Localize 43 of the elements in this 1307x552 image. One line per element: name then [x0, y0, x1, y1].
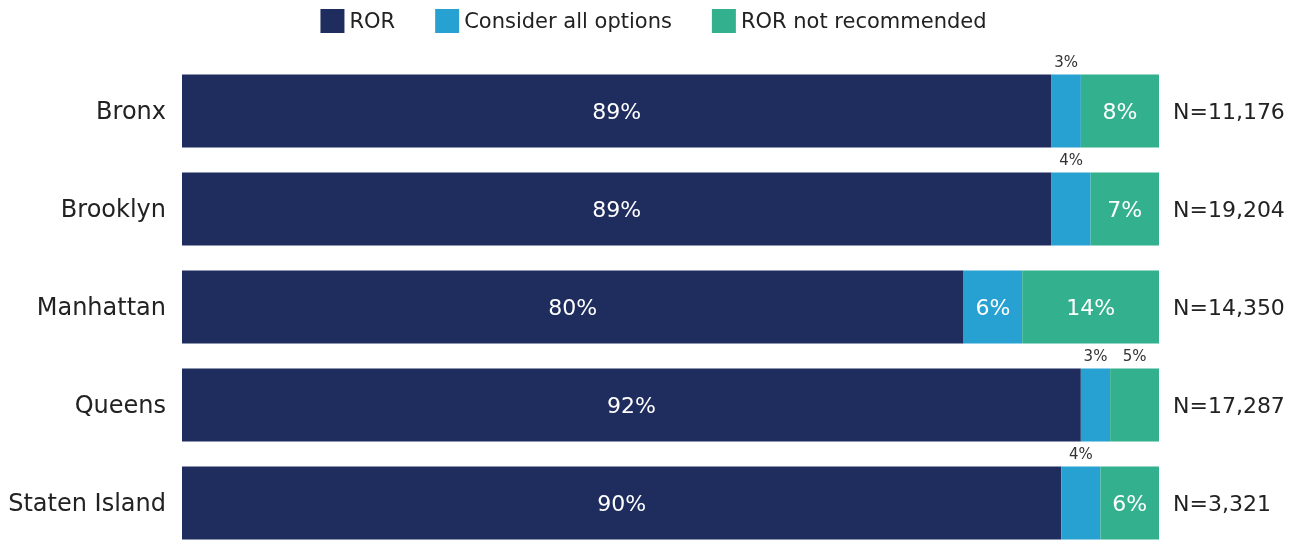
bar [963, 270, 1023, 344]
legend-label: Consider all options [464, 9, 672, 33]
bar [1080, 368, 1111, 442]
legend-label: ROR not recommended [740, 9, 987, 33]
text: N=14,350 [1173, 294, 1285, 320]
data-label: 4% [1068, 445, 1093, 463]
legend-label: ROR [349, 9, 396, 33]
bar [182, 466, 1062, 540]
bar [1080, 74, 1159, 148]
data-label: 6% [975, 294, 1011, 320]
text: N=11,176 [1173, 98, 1285, 124]
bar [1051, 172, 1091, 246]
text: N=19,204 [1173, 196, 1285, 222]
y-tick-label: Brooklyn [60, 195, 166, 223]
y-tick-label: Manhattan [36, 293, 166, 321]
y-tick-label: Bronx [96, 97, 166, 125]
bar [182, 172, 1052, 246]
data-label: 89% [592, 196, 642, 222]
y-tick-label: Queens [74, 391, 166, 419]
text: N=3,321 [1173, 490, 1271, 516]
data-label: 89% [592, 98, 642, 124]
bar [1061, 466, 1101, 540]
bar [182, 270, 964, 344]
data-label: 3% [1054, 53, 1079, 71]
bar [1110, 368, 1159, 442]
data-label: 7% [1107, 196, 1143, 222]
data-label: 3% [1083, 347, 1108, 365]
bar [1051, 74, 1081, 148]
data-label: 8% [1102, 98, 1138, 124]
data-label: 90% [597, 490, 647, 516]
data-label: 14% [1066, 294, 1116, 320]
data-label: 80% [548, 294, 598, 320]
bar [182, 74, 1052, 148]
bar [182, 368, 1081, 442]
bar [1100, 466, 1159, 540]
data-label: 4% [1059, 151, 1083, 169]
data-label: 5% [1122, 347, 1147, 365]
data-label: 92% [606, 392, 656, 418]
data-label: 6% [1112, 490, 1148, 516]
bar [1090, 172, 1159, 246]
bar [1022, 270, 1159, 344]
text: N=17,287 [1173, 392, 1285, 418]
y-tick-label: Staten Island [8, 489, 166, 517]
